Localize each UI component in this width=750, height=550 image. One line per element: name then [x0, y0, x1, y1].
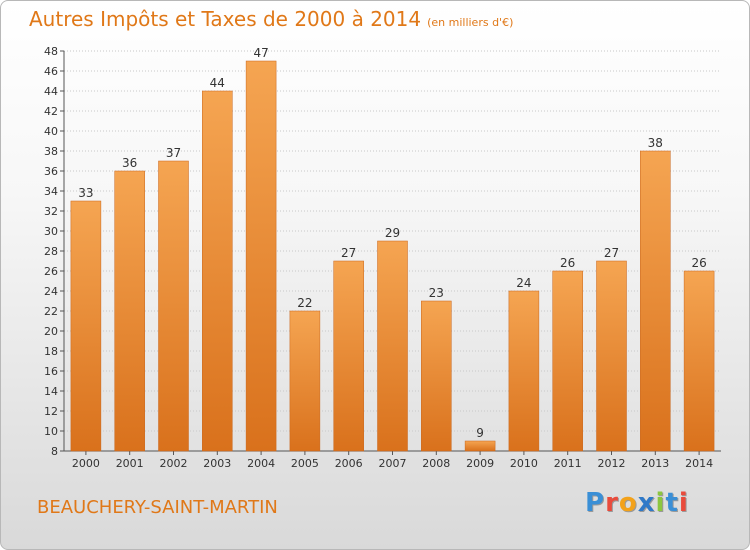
bar-2010 — [508, 290, 540, 452]
y-tick-label: 22 — [44, 305, 58, 318]
y-tick-label: 26 — [44, 265, 58, 278]
bar-2008 — [421, 300, 452, 452]
y-tick-label: 24 — [44, 285, 58, 298]
y-tick-label: 10 — [44, 425, 58, 438]
x-tick-label: 2001 — [116, 457, 144, 470]
logo-letter: o — [618, 488, 638, 518]
x-tick-labels: 2000 2001 2002 2003 2004 2005 2006 2007 2008 2009… — [72, 457, 713, 470]
x-tick-label: 2002 — [160, 457, 188, 470]
data-label-2002: 37 — [166, 146, 181, 160]
bars — [70, 60, 715, 452]
chart-title: Autres Impôts et Taxes de 2000 à 2014 (en… — [29, 7, 513, 31]
data-label-2014: 26 — [691, 256, 706, 270]
logo-letter: r — [605, 488, 619, 518]
bar-2001 — [114, 170, 145, 452]
y-tick-label: 18 — [44, 345, 58, 358]
y-tick-label: 34 — [44, 185, 58, 198]
data-label-2007: 29 — [385, 226, 400, 240]
data-label-2005: 22 — [297, 296, 312, 310]
y-tick-label: 12 — [44, 405, 58, 418]
bar-2013 — [640, 150, 671, 452]
bar-2004 — [245, 60, 277, 452]
x-tick-label: 2013 — [641, 457, 669, 470]
data-label-2012: 27 — [604, 246, 619, 260]
bar-2000 — [70, 200, 102, 452]
y-tick-label: 40 — [44, 125, 58, 138]
data-label-2010: 24 — [516, 276, 531, 290]
logo-letter: t — [665, 488, 679, 518]
bar-2011 — [552, 270, 583, 452]
x-tick-label: 2007 — [379, 457, 407, 470]
y-tick-label: 20 — [44, 325, 58, 338]
data-label-2001: 36 — [122, 156, 137, 170]
data-label-2006: 27 — [341, 246, 356, 260]
x-tick-label: 2000 — [72, 457, 100, 470]
y-tick-labels: 8 10 12 14 16 18 20 22 24 26 28 30 32 34 36 38 40 42 44 46 4… — [44, 45, 58, 458]
x-tick-label: 2005 — [291, 457, 319, 470]
y-tick-label: 30 — [44, 225, 58, 238]
bar-2014 — [683, 270, 715, 452]
y-tick-label: 48 — [44, 45, 58, 58]
data-label-2011: 26 — [560, 256, 575, 270]
y-tick-label: 42 — [44, 105, 58, 118]
x-tick-label: 2011 — [554, 457, 582, 470]
x-tick-label: 2012 — [598, 457, 626, 470]
proxiti-logo[interactable]: Proxiti — [585, 488, 689, 518]
data-label-2013: 38 — [648, 136, 663, 150]
bar-2005 — [289, 310, 321, 452]
logo-letter: i — [655, 488, 666, 518]
data-labels: 33 36 37 44 47 22 27 29 23 9 24 26 27 38 26 — [78, 46, 706, 440]
bar-2006 — [333, 260, 364, 452]
y-tick-label: 16 — [44, 365, 58, 378]
x-tick-label: 2010 — [510, 457, 538, 470]
bar-2002 — [158, 160, 189, 452]
y-tick-label: 36 — [44, 165, 58, 178]
commune-name: BEAUCHERY-SAINT-MARTIN — [37, 497, 278, 518]
y-tick-label: 44 — [44, 85, 58, 98]
x-tick-label: 2014 — [685, 457, 713, 470]
data-label-2009: 9 — [476, 426, 484, 440]
bar-2012 — [596, 260, 627, 452]
y-tick-label: 38 — [44, 145, 58, 158]
data-label-2003: 44 — [210, 76, 225, 90]
y-tick-label: 14 — [44, 385, 58, 398]
x-tick-label: 2008 — [422, 457, 450, 470]
x-tick-label: 2004 — [247, 457, 275, 470]
y-tick-label: 8 — [51, 445, 58, 458]
bar-2003 — [202, 90, 233, 452]
logo-letter: x — [637, 488, 656, 518]
data-label-2008: 23 — [429, 286, 444, 300]
logo-letter: P — [585, 488, 606, 518]
y-tick-label: 46 — [44, 65, 58, 78]
chart-title-text: Autres Impôts et Taxes de 2000 à 2014 — [29, 7, 422, 31]
x-tick-label: 2009 — [466, 457, 494, 470]
bar-2009 — [464, 440, 496, 452]
data-label-2000: 33 — [78, 186, 93, 200]
y-tick-label: 28 — [44, 245, 58, 258]
x-tick-label: 2003 — [203, 457, 231, 470]
bar-2007 — [377, 240, 408, 452]
x-tick-label: 2006 — [335, 457, 363, 470]
y-tick-label: 32 — [44, 205, 58, 218]
chart-unit: (en milliers d'€) — [427, 16, 514, 29]
logo-letter: i — [678, 488, 689, 518]
data-label-2004: 47 — [253, 46, 268, 60]
